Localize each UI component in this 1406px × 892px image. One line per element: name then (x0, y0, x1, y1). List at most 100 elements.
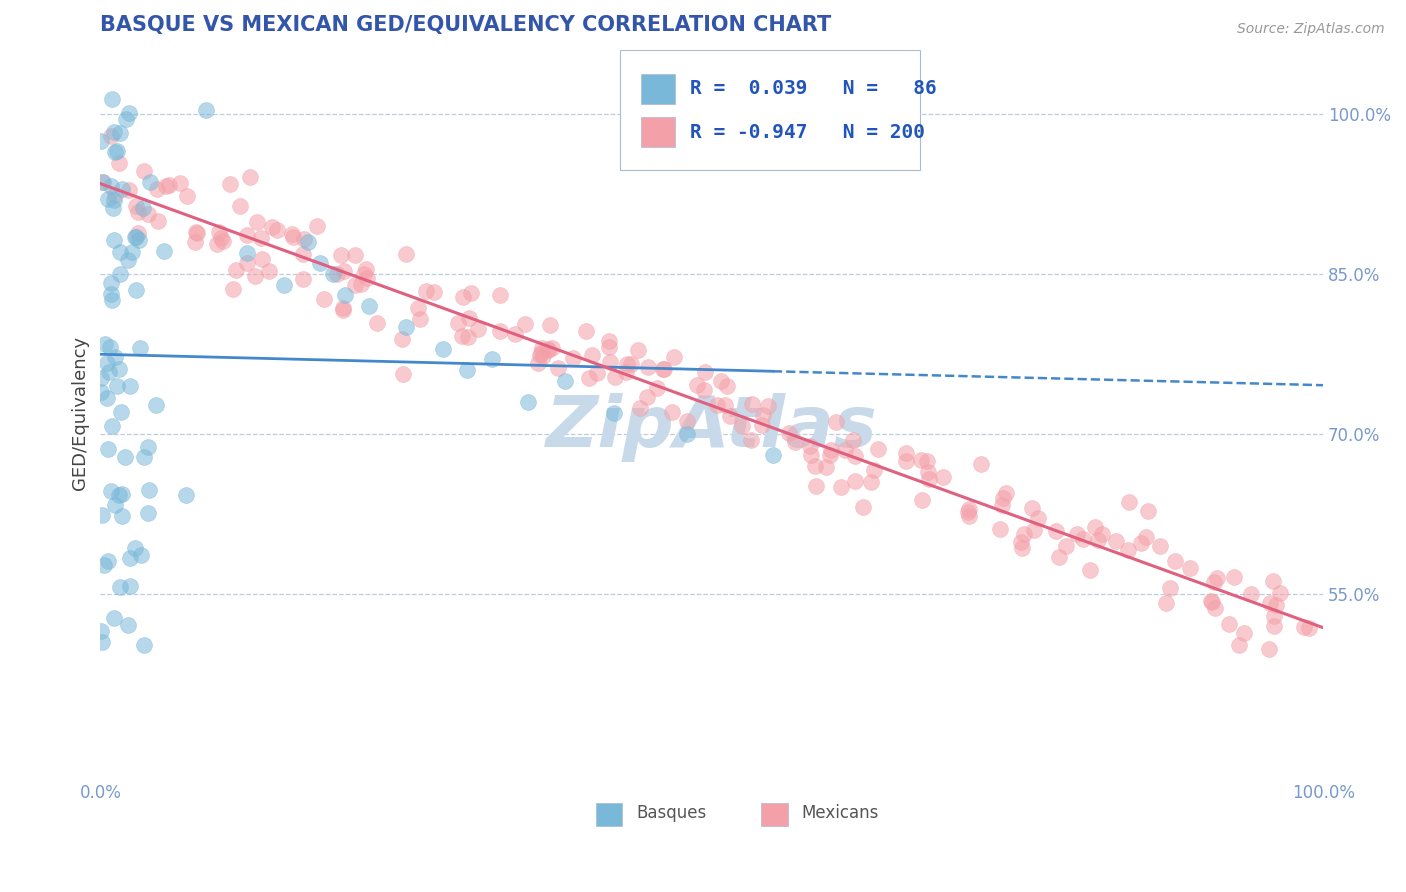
Point (515, 317, 537, 331)
Point (1118, 495, 1140, 509)
Point (157, 178, 180, 193)
Point (517, 395, 540, 409)
Point (830, 480, 852, 494)
Point (503, 326, 526, 341)
Point (103, 611, 125, 625)
Point (118, 379, 141, 393)
Point (1087, 533, 1109, 547)
Point (118, 183, 141, 197)
Text: R =  0.039   N =   86: R = 0.039 N = 86 (690, 79, 936, 98)
Point (1091, 527, 1114, 541)
Point (117, 618, 139, 632)
Point (291, 272, 314, 286)
Point (184, 235, 207, 249)
Point (100, 286, 122, 301)
Point (713, 398, 735, 412)
Point (90, 384, 112, 399)
Text: R = -0.947   N = 200: R = -0.947 N = 200 (690, 123, 925, 142)
Point (628, 401, 651, 415)
Point (266, 223, 288, 237)
Point (820, 443, 842, 458)
Point (291, 247, 314, 261)
Point (124, 199, 146, 213)
Point (652, 362, 675, 376)
Point (1202, 575, 1225, 590)
Point (359, 299, 381, 313)
Point (820, 448, 842, 462)
Point (598, 334, 620, 348)
Point (243, 269, 266, 284)
Point (93, 337, 115, 351)
Point (281, 227, 304, 241)
Point (104, 350, 127, 364)
Point (110, 405, 132, 419)
Point (208, 225, 231, 239)
Point (547, 361, 569, 376)
Point (537, 342, 560, 356)
Point (1011, 541, 1033, 556)
Point (153, 244, 176, 258)
Point (1130, 535, 1153, 549)
Point (1222, 570, 1244, 584)
Point (844, 449, 866, 463)
Point (332, 301, 354, 315)
Point (852, 500, 875, 515)
Point (257, 264, 280, 278)
Point (910, 493, 932, 508)
Point (395, 247, 418, 261)
Point (91, 175, 114, 189)
Point (90, 370, 112, 384)
Point (800, 448, 823, 462)
Point (991, 491, 1014, 505)
Point (90, 624, 112, 639)
Point (1258, 642, 1281, 657)
Text: ZipAtlas: ZipAtlas (546, 392, 877, 461)
Point (132, 201, 155, 215)
Point (101, 293, 124, 308)
Point (716, 378, 738, 392)
Point (447, 316, 470, 330)
Y-axis label: GED/Equivalency: GED/Equivalency (72, 335, 89, 490)
Point (988, 522, 1011, 536)
Point (97, 193, 120, 207)
Point (121, 245, 143, 260)
Point (212, 234, 235, 248)
Point (103, 233, 125, 247)
Point (710, 374, 733, 388)
Point (863, 463, 886, 477)
Point (1240, 587, 1263, 601)
Point (1263, 618, 1285, 632)
Point (915, 454, 938, 468)
Point (693, 365, 716, 379)
Point (1012, 527, 1035, 541)
Point (91, 508, 114, 523)
Point (260, 219, 283, 234)
Point (970, 458, 993, 472)
Point (101, 92, 124, 106)
Point (918, 472, 941, 486)
Point (145, 398, 167, 412)
Point (136, 207, 159, 221)
Point (101, 201, 124, 215)
Point (603, 406, 626, 420)
Point (250, 231, 273, 245)
Point (1270, 586, 1292, 600)
Bar (641, 74, 675, 104)
Point (104, 188, 127, 202)
Point (896, 446, 918, 460)
Point (529, 348, 551, 362)
Point (406, 301, 429, 315)
Point (489, 288, 512, 302)
Point (118, 105, 141, 120)
Point (101, 418, 124, 433)
Point (108, 362, 131, 376)
Point (1201, 595, 1223, 609)
Point (343, 277, 366, 292)
Point (103, 125, 125, 139)
Point (731, 418, 754, 433)
Point (814, 460, 837, 475)
Point (1047, 549, 1070, 564)
Point (783, 435, 806, 450)
Point (1292, 620, 1315, 634)
Point (107, 156, 129, 170)
